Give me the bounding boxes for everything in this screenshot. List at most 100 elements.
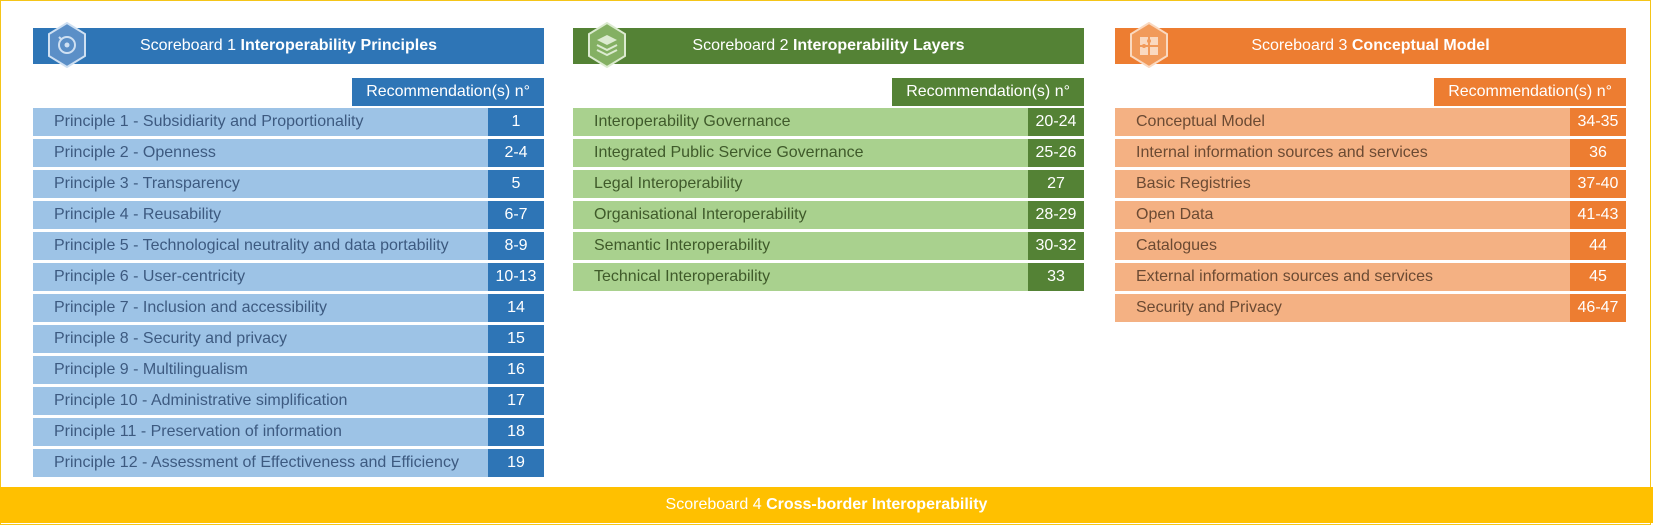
table-row: Semantic Interoperability 30-32 <box>573 232 1084 260</box>
table-row: Security and Privacy 46-47 <box>1115 294 1626 322</box>
row-label: Principle 2 - Openness <box>33 139 488 167</box>
recommendation-number: 25-26 <box>1028 139 1084 167</box>
row-label: Principle 5 - Technological neutrality a… <box>33 232 488 260</box>
scoreboard-2-header: Scoreboard 2 Interoperability Layers <box>573 22 1084 68</box>
recommendation-number: 1 <box>488 108 544 136</box>
recommendation-number: 5 <box>488 170 544 198</box>
table-row: Principle 10 - Administrative simplifica… <box>33 387 544 415</box>
table-row: Principle 6 - User-centricity 10-13 <box>33 263 544 291</box>
recommendation-number: 14 <box>488 294 544 322</box>
table-row: Principle 2 - Openness 2-4 <box>33 139 544 167</box>
scoreboard-4-title-bold: Cross-border Interoperability <box>766 496 988 513</box>
table-row: Internal information sources and service… <box>1115 139 1626 167</box>
row-label: Principle 4 - Reusability <box>33 201 488 229</box>
table-row: Principle 9 - Multilingualism 16 <box>33 356 544 384</box>
table-row: Catalogues 44 <box>1115 232 1626 260</box>
recommendation-number: 15 <box>488 325 544 353</box>
table-row: Organisational Interoperability 28-29 <box>573 201 1084 229</box>
scoreboard-2: Scoreboard 2 Interoperability Layers Rec… <box>573 22 1084 294</box>
table-row: Legal Interoperability 27 <box>573 170 1084 198</box>
table-row: Open Data 41-43 <box>1115 201 1626 229</box>
table-row: Conceptual Model 34-35 <box>1115 108 1626 136</box>
row-label: Organisational Interoperability <box>573 201 1028 229</box>
table-row: Principle 1 - Subsidiarity and Proportio… <box>33 108 544 136</box>
row-label: Legal Interoperability <box>573 170 1028 198</box>
row-label: Security and Privacy <box>1115 294 1570 322</box>
recommendation-number: 30-32 <box>1028 232 1084 260</box>
row-label: Principle 7 - Inclusion and accessibilit… <box>33 294 488 322</box>
recommendation-number: 8-9 <box>488 232 544 260</box>
row-label: Principle 6 - User-centricity <box>33 263 488 291</box>
row-label: Interoperability Governance <box>573 108 1028 136</box>
recommendation-number: 28-29 <box>1028 201 1084 229</box>
recommendation-number: 34-35 <box>1570 108 1626 136</box>
recommendation-number: 41-43 <box>1570 201 1626 229</box>
table-row: Interoperability Governance 20-24 <box>573 108 1084 136</box>
scoreboard-3: Scoreboard 3 Conceptual Model Recommenda… <box>1115 22 1626 325</box>
scoreboard-1-rows: Principle 1 - Subsidiarity and Proportio… <box>33 108 544 477</box>
recommendation-number: 27 <box>1028 170 1084 198</box>
table-row: Principle 8 - Security and privacy 15 <box>33 325 544 353</box>
scoreboard-1: Scoreboard 1 Interoperability Principles… <box>33 22 544 480</box>
row-label: Principle 8 - Security and privacy <box>33 325 488 353</box>
row-label: Principle 9 - Multilingualism <box>33 356 488 384</box>
scoreboard-3-header: Scoreboard 3 Conceptual Model <box>1115 22 1626 68</box>
row-label: Principle 1 - Subsidiarity and Proportio… <box>33 108 488 136</box>
table-row: Principle 3 - Transparency 5 <box>33 170 544 198</box>
recommendation-number: 16 <box>488 356 544 384</box>
recommendation-number: 19 <box>488 449 544 477</box>
row-label: Conceptual Model <box>1115 108 1570 136</box>
table-row: Principle 12 - Assessment of Effectivene… <box>33 449 544 477</box>
scoreboard-3-title-bold: Conceptual Model <box>1351 37 1490 54</box>
row-label: Technical Interoperability <box>573 263 1028 291</box>
row-label: Integrated Public Service Governance <box>573 139 1028 167</box>
scoreboard-1-recommendation-header: Recommendation(s) n° <box>352 78 544 106</box>
scoreboard-1-header: Scoreboard 1 Interoperability Principles <box>33 22 544 68</box>
table-row: Basic Registries 37-40 <box>1115 170 1626 198</box>
row-label: Open Data <box>1115 201 1570 229</box>
table-row: Principle 5 - Technological neutrality a… <box>33 232 544 260</box>
row-label: External information sources and service… <box>1115 263 1570 291</box>
scoreboard-4-banner: Scoreboard 4 Cross-border Interoperabili… <box>0 487 1653 523</box>
recommendation-number: 46-47 <box>1570 294 1626 322</box>
recommendation-number: 2-4 <box>488 139 544 167</box>
scoreboard-4-title-prefix: Scoreboard 4 <box>665 496 762 513</box>
row-label: Semantic Interoperability <box>573 232 1028 260</box>
scoreboard-2-recommendation-header: Recommendation(s) n° <box>892 78 1084 106</box>
scoreboard-2-title-prefix: Scoreboard 2 <box>692 37 789 54</box>
puzzle-hex-icon <box>1130 22 1168 68</box>
recommendation-number: 20-24 <box>1028 108 1084 136</box>
recommendation-number: 18 <box>488 418 544 446</box>
scoreboard-1-title-bold: Interoperability Principles <box>240 37 438 54</box>
row-label: Catalogues <box>1115 232 1570 260</box>
recommendation-number: 37-40 <box>1570 170 1626 198</box>
recommendation-number: 6-7 <box>488 201 544 229</box>
scoreboard-2-title-bold: Interoperability Layers <box>792 37 965 54</box>
row-label: Principle 3 - Transparency <box>33 170 488 198</box>
recommendation-number: 44 <box>1570 232 1626 260</box>
row-label: Principle 10 - Administrative simplifica… <box>33 387 488 415</box>
scoreboard-1-title-prefix: Scoreboard 1 <box>139 37 237 54</box>
recommendation-number: 33 <box>1028 263 1084 291</box>
principles-hex-icon <box>48 22 86 68</box>
row-label: Principle 12 - Assessment of Effectivene… <box>33 449 488 477</box>
row-label: Internal information sources and service… <box>1115 139 1570 167</box>
recommendation-number: 10-13 <box>488 263 544 291</box>
table-row: Technical Interoperability 33 <box>573 263 1084 291</box>
table-row: Principle 11 - Preservation of informati… <box>33 418 544 446</box>
recommendation-number: 17 <box>488 387 544 415</box>
table-row: Principle 7 - Inclusion and accessibilit… <box>33 294 544 322</box>
table-row: Principle 4 - Reusability 6-7 <box>33 201 544 229</box>
recommendation-number: 36 <box>1570 139 1626 167</box>
recommendation-number: 45 <box>1570 263 1626 291</box>
row-label: Principle 11 - Preservation of informati… <box>33 418 488 446</box>
scoreboard-2-rows: Interoperability Governance 20-24 Integrat… <box>573 108 1084 291</box>
scoreboard-3-rows: Conceptual Model 34-35 Internal informatio… <box>1115 108 1626 322</box>
scoreboard-3-title-prefix: Scoreboard 3 <box>1251 37 1348 54</box>
table-row: External information sources and service… <box>1115 263 1626 291</box>
layers-hex-icon <box>588 22 626 68</box>
scoreboard-3-recommendation-header: Recommendation(s) n° <box>1434 78 1626 106</box>
row-label: Basic Registries <box>1115 170 1570 198</box>
table-row: Integrated Public Service Governance 25-2… <box>573 139 1084 167</box>
